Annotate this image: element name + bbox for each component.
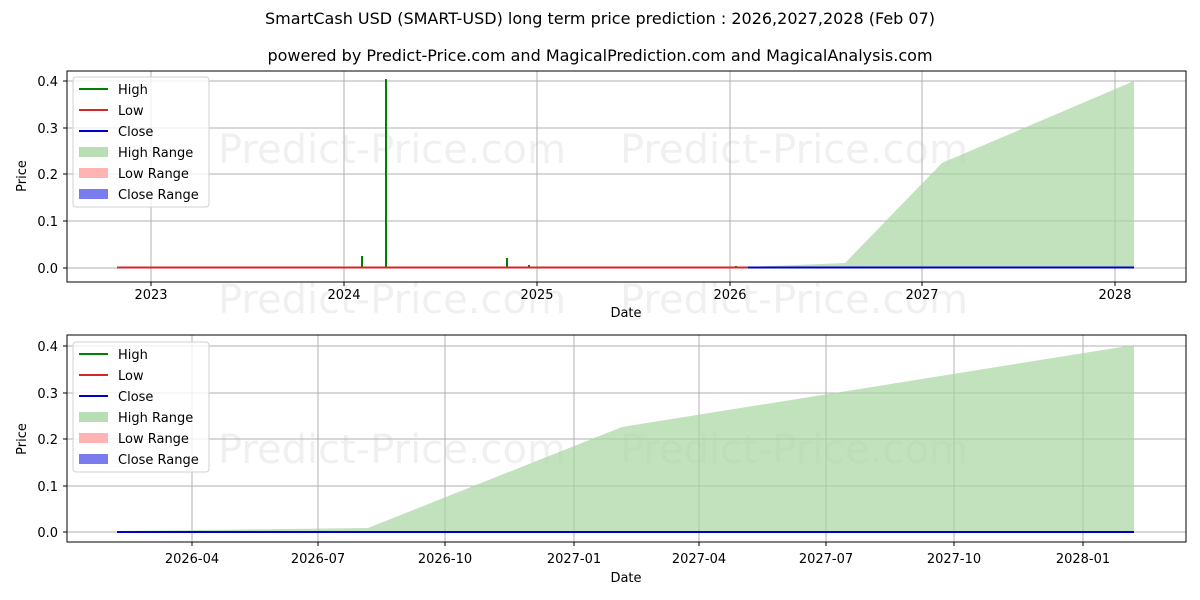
bottom-chart: Predict-Price.com Predict-Price.com 0.0 … [15, 334, 1187, 586]
x-tick-label: 2027-10 [927, 552, 981, 567]
y-tick-label: 0.4 [37, 340, 58, 355]
bottom-x-ticks [191, 542, 1084, 546]
y-tick-label: 0.1 [37, 215, 58, 230]
legend-label: Low Range [118, 167, 189, 182]
chart-subtitle: powered by Predict-Price.com and Magical… [267, 46, 933, 65]
legend-label: Close [118, 125, 153, 140]
legend-close-range-swatch [79, 454, 108, 464]
y-tick-label: 0.3 [37, 122, 58, 137]
legend-label: Low Range [118, 432, 189, 447]
x-axis-label: Date [610, 571, 641, 586]
legend-label: Close [118, 390, 153, 405]
x-tick-label: 2024 [327, 288, 360, 303]
legend-high-range-swatch [79, 412, 108, 422]
watermark: Predict-Price.com [218, 277, 566, 323]
legend-high-range-swatch [79, 147, 108, 157]
watermark: Predict-Price.com [218, 127, 566, 173]
x-axis-label: Date [610, 306, 641, 321]
x-tick-label: 2027-01 [547, 552, 601, 567]
top-chart: Predict-Price.com Predict-Price.com Pred… [15, 70, 1187, 323]
y-tick-label: 0.2 [37, 433, 58, 448]
legend-label: Close Range [118, 453, 199, 468]
bottom-y-ticks [63, 345, 67, 533]
y-tick-label: 0.2 [37, 168, 58, 183]
x-tick-label: 2026-10 [418, 552, 472, 567]
x-tick-label: 2028 [1098, 288, 1131, 303]
y-tick-label: 0.1 [37, 480, 58, 495]
y-tick-label: 0.4 [37, 75, 58, 90]
y-tick-label: 0.0 [37, 262, 58, 277]
legend-label: High [118, 348, 148, 363]
y-tick-label: 0.0 [37, 526, 58, 541]
top-y-ticks [63, 80, 67, 269]
watermark: Predict-Price.com [218, 427, 566, 473]
legend-low-range-swatch [79, 433, 108, 443]
x-tick-label: 2028-01 [1056, 552, 1110, 567]
legend-low-range-swatch [79, 168, 108, 178]
chart-title: SmartCash USD (SMART-USD) long term pric… [264, 9, 936, 28]
x-tick-label: 2026-04 [165, 552, 219, 567]
y-tick-label: 0.3 [37, 387, 58, 402]
legend-label: High [118, 83, 148, 98]
top-high-range-area [748, 81, 1134, 268]
top-axes-frame [66, 70, 1187, 283]
top-legend: High Low Close High Range Low Range Clos… [72, 76, 210, 208]
y-axis-label: Price [15, 160, 30, 192]
legend-label: High Range [118, 146, 193, 161]
legend-label: Low [118, 104, 144, 119]
x-tick-label: 2026-07 [291, 552, 345, 567]
x-tick-label: 2027 [905, 288, 938, 303]
legend-label: High Range [118, 411, 193, 426]
x-tick-label: 2027-07 [799, 552, 853, 567]
watermark: Predict-Price.com [620, 277, 968, 323]
x-tick-label: 2026 [713, 288, 746, 303]
top-x-ticks [150, 282, 1116, 286]
bottom-high-range-area [117, 345, 1134, 532]
top-watermarks: Predict-Price.com Predict-Price.com Pred… [218, 127, 968, 323]
legend-label: Close Range [118, 188, 199, 203]
x-tick-label: 2023 [134, 288, 167, 303]
watermark: Predict-Price.com [620, 127, 968, 173]
y-axis-label: Price [15, 423, 30, 455]
legend-label: Low [118, 369, 144, 384]
x-tick-label: 2027-04 [672, 552, 726, 567]
legend-close-range-swatch [79, 189, 108, 199]
bottom-legend: High Low Close High Range Low Range Clos… [72, 341, 210, 473]
x-tick-label: 2025 [520, 288, 553, 303]
